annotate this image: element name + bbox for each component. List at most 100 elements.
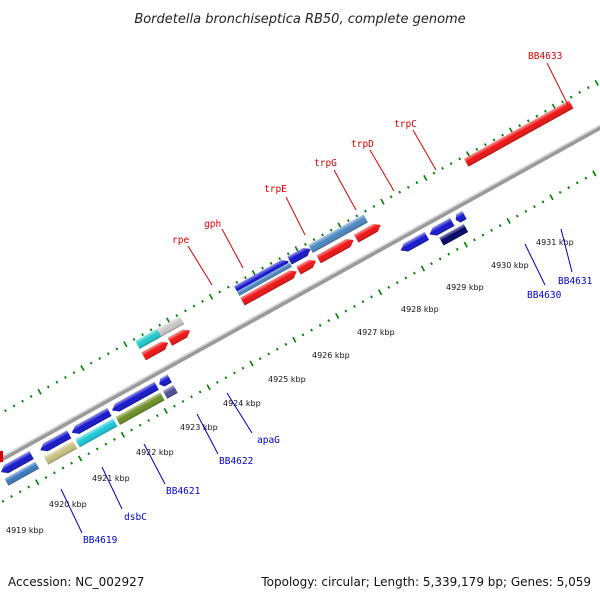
gene-label-trpE[interactable]: trpE <box>264 184 287 195</box>
accession-text: Accession: NC_002927 <box>8 575 144 589</box>
gene-label-trpD[interactable]: trpD <box>351 139 374 150</box>
reverse-tick <box>310 328 313 332</box>
gene-lower-1[interactable] <box>4 461 40 486</box>
forward-tick <box>321 233 324 237</box>
gene-rev-4[interactable] <box>110 381 159 415</box>
forward-tick <box>484 143 487 147</box>
reverse-tick <box>361 300 365 304</box>
gene-red-5[interactable] <box>316 236 355 264</box>
forward-tick <box>166 317 171 324</box>
gene-label-BB4630[interactable]: BB4630 <box>527 290 562 301</box>
reverse-tick <box>524 209 528 213</box>
forward-tick <box>106 352 110 356</box>
gene-red-2[interactable] <box>167 327 192 346</box>
gene-trpG[interactable] <box>287 245 312 265</box>
gene-dark[interactable] <box>439 224 469 246</box>
left-edge-marker <box>0 451 3 462</box>
gene-label-BB4631[interactable]: BB4631 <box>558 276 593 287</box>
forward-tick <box>544 109 547 113</box>
gene-dsbC[interactable] <box>43 440 78 465</box>
forward-tick <box>175 314 179 318</box>
gene-red-1[interactable] <box>141 339 171 361</box>
gene-gph[interactable] <box>157 316 185 337</box>
gene-trpE-overlay[interactable] <box>236 262 292 296</box>
gene-BB4631[interactable] <box>427 217 455 238</box>
reverse-tick <box>138 423 142 427</box>
reverse-tick <box>35 479 40 486</box>
gene-rev-small[interactable] <box>454 211 467 224</box>
gene-label-BB4621[interactable]: BB4621 <box>166 486 201 497</box>
reverse-tick <box>344 309 348 313</box>
reverse-tick <box>173 404 176 408</box>
reverse-tick <box>447 252 451 256</box>
reverse-gene-labels: BB4619 dsbC BB4621 BB4622 apaG BB4630 BB… <box>60 228 593 546</box>
gene-BB4630[interactable] <box>398 232 430 254</box>
reverse-tick <box>335 312 340 319</box>
forward-tick <box>37 388 42 395</box>
reverse-tick <box>284 342 288 346</box>
map-title: Bordetella bronchiseptica RB50, complete… <box>134 12 465 27</box>
tick-label-4929: 4929 kbp <box>446 283 484 292</box>
gene-red-3[interactable] <box>240 268 299 306</box>
tick-label-4931: 4931 kbp <box>536 238 574 247</box>
gene-red-4[interactable] <box>296 257 318 275</box>
forward-tick <box>466 151 471 158</box>
gene-label-BB4622[interactable]: BB4622 <box>219 456 253 467</box>
forward-tick <box>192 304 196 308</box>
forward-tick <box>251 269 257 276</box>
genome-track <box>0 79 600 503</box>
forward-tick <box>355 214 359 218</box>
tick-label-4927: 4927 kbp <box>357 328 395 337</box>
gene-red-6[interactable] <box>354 221 383 243</box>
forward-tick <box>518 124 522 128</box>
gene-apaG[interactable] <box>162 385 178 399</box>
gene-BB4633[interactable] <box>464 100 574 167</box>
forward-tick <box>29 394 33 398</box>
reverse-tick <box>147 418 151 422</box>
gene-lower-4[interactable] <box>115 392 165 425</box>
reverse-tick <box>198 390 202 394</box>
forward-tick <box>123 341 128 348</box>
gene-label-rpe[interactable]: rpe <box>172 235 189 246</box>
gene-label-gph[interactable]: gph <box>204 219 221 230</box>
reverse-tick <box>387 285 391 289</box>
gene-rev-2[interactable] <box>38 430 72 454</box>
genome-summary-text: Topology: circular; Length: 5,339,179 bp… <box>260 575 591 589</box>
forward-tick <box>64 375 67 379</box>
forward-tick <box>398 190 402 194</box>
forward-tick <box>337 222 342 229</box>
forward-tick <box>449 162 453 166</box>
forward-tick <box>286 252 290 256</box>
gene-rpe[interactable] <box>135 328 162 349</box>
reverse-tick <box>27 485 31 489</box>
gene-label-BB4619[interactable]: BB4619 <box>83 535 118 546</box>
reverse-tick-row <box>1 170 597 503</box>
gene-label-trpC[interactable]: trpC <box>394 119 417 130</box>
gene-BB4619[interactable] <box>0 451 34 476</box>
tick-label-4924: 4924 kbp <box>223 399 261 408</box>
reverse-tick <box>430 262 433 266</box>
forward-tick <box>208 293 214 300</box>
tick-label-4922: 4922 kbp <box>136 448 174 457</box>
forward-tick <box>21 399 24 403</box>
reverse-tick <box>70 461 73 465</box>
forward-tick <box>364 209 367 213</box>
reverse-tick <box>249 360 254 367</box>
forward-tick <box>98 356 102 360</box>
gene-trpD[interactable] <box>308 214 368 253</box>
reverse-tick <box>438 257 442 261</box>
reverse-tick <box>413 271 416 275</box>
gene-label-BB4633[interactable]: BB4633 <box>528 51 562 62</box>
forward-tick <box>141 333 144 337</box>
gene-label-trpG[interactable]: trpG <box>314 158 337 169</box>
gene-BB4622[interactable] <box>157 374 172 389</box>
reverse-tick <box>163 407 168 414</box>
gene-BB4621[interactable] <box>75 418 118 448</box>
forward-tick <box>475 147 479 151</box>
reverse-tick <box>292 336 297 343</box>
reverse-tick <box>275 347 279 351</box>
gene-label-apaG[interactable]: apaG <box>257 435 280 446</box>
gene-label-dsbC[interactable]: dsbC <box>124 512 147 523</box>
gene-rev-3[interactable] <box>70 408 112 437</box>
forward-tick <box>269 261 273 265</box>
